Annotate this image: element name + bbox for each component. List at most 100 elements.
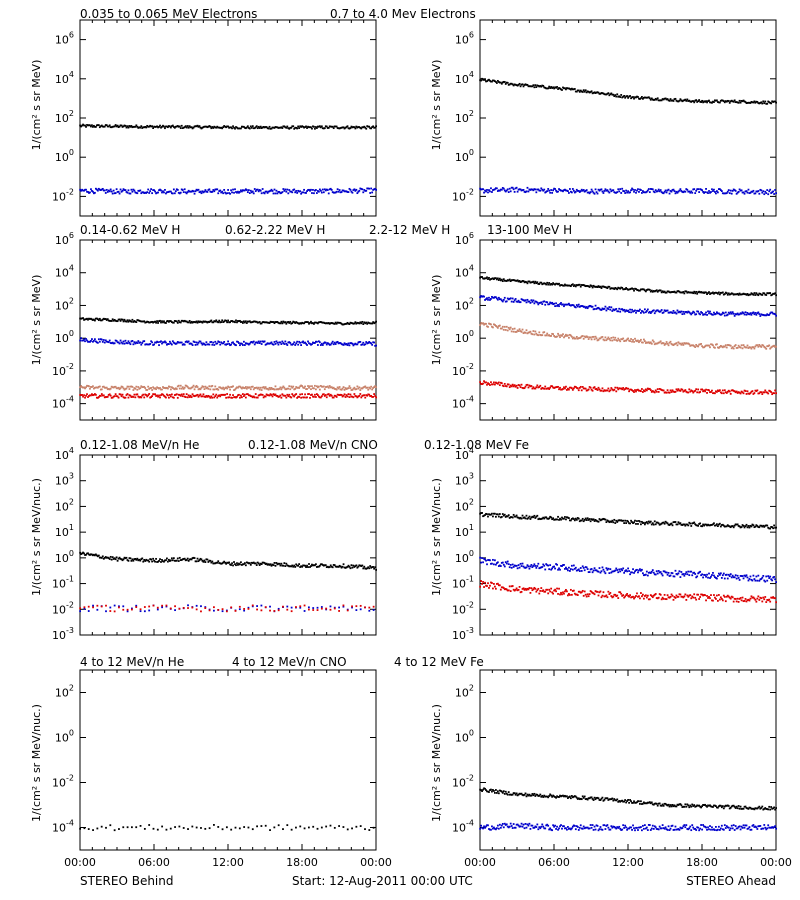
data-point: [767, 193, 770, 196]
data-point: [532, 330, 535, 332]
data-point: [769, 390, 772, 393]
data-point: [657, 390, 660, 393]
data-point: [311, 393, 313, 396]
data-point: [479, 79, 481, 82]
data-point: [337, 190, 340, 193]
data-point: [258, 394, 261, 396]
data-point: [90, 188, 92, 191]
data-point: [166, 191, 168, 194]
data-point: [489, 79, 491, 82]
data-point: [244, 127, 247, 130]
data-point: [545, 563, 548, 566]
data-point: [123, 124, 126, 127]
data-point: [686, 391, 689, 394]
row2-left-ylabel: 1/(cm² s sr MeV): [30, 275, 43, 366]
data-point: [338, 321, 341, 324]
data-point: [156, 394, 158, 397]
data-point: [301, 385, 303, 387]
data-point: [555, 302, 557, 305]
data-point: [493, 278, 495, 281]
data-point: [258, 388, 261, 391]
data-point: [264, 563, 267, 565]
data-point: [292, 343, 295, 345]
data-point: [125, 126, 128, 129]
data-point: [211, 190, 214, 193]
data-point: [760, 293, 763, 296]
data-point: [703, 313, 705, 316]
data-point: [629, 288, 631, 291]
data-point: [134, 191, 137, 194]
data-point: [637, 188, 639, 191]
data-point: [511, 563, 514, 566]
data-point: [720, 345, 723, 348]
y-tick-label: 10-2: [52, 362, 74, 378]
data-point: [314, 127, 316, 130]
data-point: [542, 563, 545, 566]
data-point: [506, 297, 509, 300]
data-point: [296, 127, 299, 130]
data-point: [536, 384, 539, 387]
data-point: [716, 343, 718, 346]
data-point: [617, 337, 620, 340]
data-point: [79, 317, 81, 320]
data-point: [607, 190, 610, 193]
data-point: [190, 558, 193, 561]
data-point: [296, 340, 299, 343]
data-point: [187, 559, 190, 562]
data-point: [90, 394, 92, 397]
data-point: [522, 565, 525, 568]
row1-right-ylabel: 1/(cm² s sr MeV): [430, 60, 443, 151]
data-point: [145, 394, 148, 396]
data-point: [646, 341, 649, 344]
data-point: [479, 512, 481, 515]
data-point: [186, 191, 189, 194]
data-point: [341, 323, 344, 326]
data-point: [196, 393, 199, 396]
data-point: [345, 388, 348, 390]
data-point: [716, 99, 718, 102]
data-point: [220, 126, 223, 129]
data-point: [344, 322, 347, 325]
data-point: [537, 282, 540, 285]
data-point: [275, 388, 278, 391]
data-point: [108, 393, 111, 396]
data-point: [492, 515, 494, 518]
data-point: [180, 188, 183, 191]
data-point: [757, 190, 760, 192]
data-point: [147, 343, 150, 346]
data-point: [256, 396, 259, 399]
data-point: [578, 191, 581, 193]
data-point: [725, 314, 728, 317]
data-point: [183, 395, 186, 398]
data-point: [302, 396, 304, 399]
data-point: [332, 386, 335, 389]
data-point: [221, 562, 224, 565]
data-point: [615, 191, 618, 194]
data-point: [313, 192, 315, 195]
data-point: [207, 125, 210, 128]
y-tick-label: 100: [455, 148, 474, 164]
data-point: [173, 320, 176, 322]
data-point: [291, 191, 294, 194]
data-point: [580, 570, 583, 572]
data-point: [663, 344, 666, 346]
data-point: [644, 342, 647, 344]
data-point: [154, 341, 156, 344]
data-point: [648, 97, 651, 100]
data-point: [112, 395, 115, 398]
data-point: [676, 191, 679, 194]
data-point: [311, 563, 313, 566]
data-point: [572, 564, 575, 567]
data-point: [312, 188, 314, 191]
data-point: [283, 321, 286, 324]
data-point: [519, 301, 522, 304]
data-point: [548, 334, 551, 337]
data-point: [294, 191, 297, 194]
data-point: [146, 124, 149, 127]
data-point: [357, 190, 360, 193]
data-point: [633, 97, 635, 100]
data-point: [622, 387, 625, 389]
data-point: [554, 283, 556, 286]
data-point: [538, 517, 541, 520]
data-point: [350, 395, 353, 398]
